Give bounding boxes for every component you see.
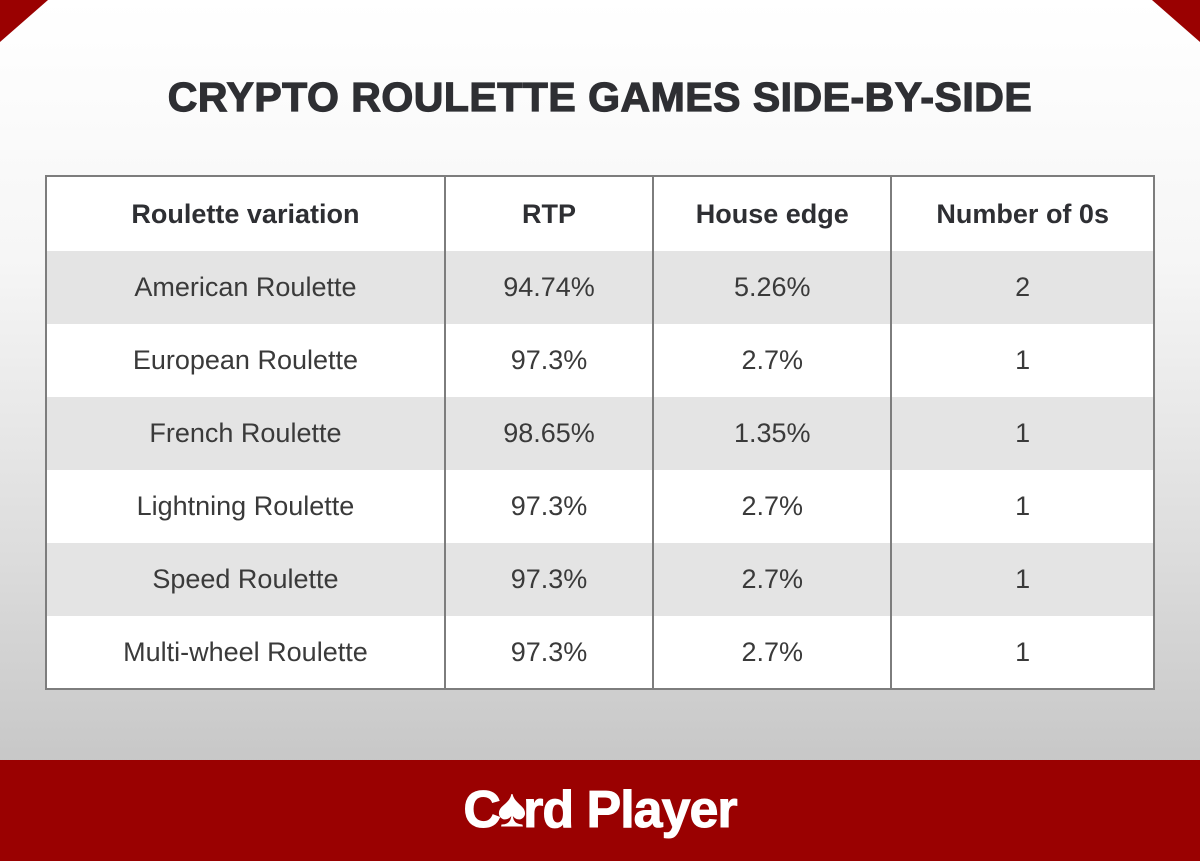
cell-house-edge: 2.7% (652, 543, 892, 616)
cell-house-edge: 2.7% (652, 616, 892, 689)
column-header-house-edge: House edge (652, 176, 892, 251)
table-row-speed: Speed Roulette 97.3% 2.7% 1 (46, 543, 1154, 616)
cell-rtp: 94.74% (443, 251, 654, 324)
page-title: CRYPTO ROULETTE GAMES SIDE-BY-SIDE (167, 73, 1033, 120)
cell-house-edge: 2.7% (652, 470, 892, 543)
cell-zeros: 1 (890, 470, 1154, 543)
spade-icon: ♠ (497, 778, 526, 838)
cell-variation: American Roulette (46, 251, 445, 324)
cardplayer-logo: C ♠ rd Player (463, 778, 739, 840)
cell-rtp: 97.3% (443, 470, 654, 543)
table-row-multiwheel: Multi-wheel Roulette 97.3% 2.7% 1 (46, 616, 1154, 689)
cell-zeros: 1 (890, 543, 1154, 616)
cell-zeros: 1 (890, 397, 1154, 470)
table-header-row: Roulette variation RTP House edge Number… (46, 176, 1154, 251)
cell-zeros: 2 (890, 251, 1154, 324)
table-row-lightning: Lightning Roulette 97.3% 2.7% 1 (46, 470, 1154, 543)
column-header-rtp: RTP (443, 176, 654, 251)
cell-zeros: 1 (890, 324, 1154, 397)
column-header-zeros: Number of 0s (890, 176, 1154, 251)
cell-variation: Lightning Roulette (46, 470, 445, 543)
corner-accent-top-left (0, 0, 48, 42)
table-row-american: American Roulette 94.74% 5.26% 2 (46, 251, 1154, 324)
cell-variation: Multi-wheel Roulette (46, 616, 445, 689)
column-header-variation: Roulette variation (46, 176, 445, 251)
footer-banner: C ♠ rd Player (0, 760, 1200, 861)
cell-rtp: 98.65% (443, 397, 654, 470)
cell-variation: European Roulette (46, 324, 445, 397)
cell-zeros: 1 (890, 616, 1154, 689)
roulette-comparison-table: Roulette variation RTP House edge Number… (45, 175, 1155, 690)
cell-rtp: 97.3% (443, 616, 654, 689)
cell-rtp: 97.3% (443, 543, 654, 616)
cell-variation: Speed Roulette (46, 543, 445, 616)
cell-variation: French Roulette (46, 397, 445, 470)
table-row-french: French Roulette 98.65% 1.35% 1 (46, 397, 1154, 470)
cell-house-edge: 1.35% (652, 397, 892, 470)
cell-rtp: 97.3% (443, 324, 654, 397)
logo-text-rest: rd Player (523, 781, 739, 840)
table-row-european: European Roulette 97.3% 2.7% 1 (46, 324, 1154, 397)
corner-accent-top-right (1152, 0, 1200, 42)
cell-house-edge: 2.7% (652, 324, 892, 397)
logo-text-c: C (463, 781, 502, 840)
cell-house-edge: 5.26% (652, 251, 892, 324)
